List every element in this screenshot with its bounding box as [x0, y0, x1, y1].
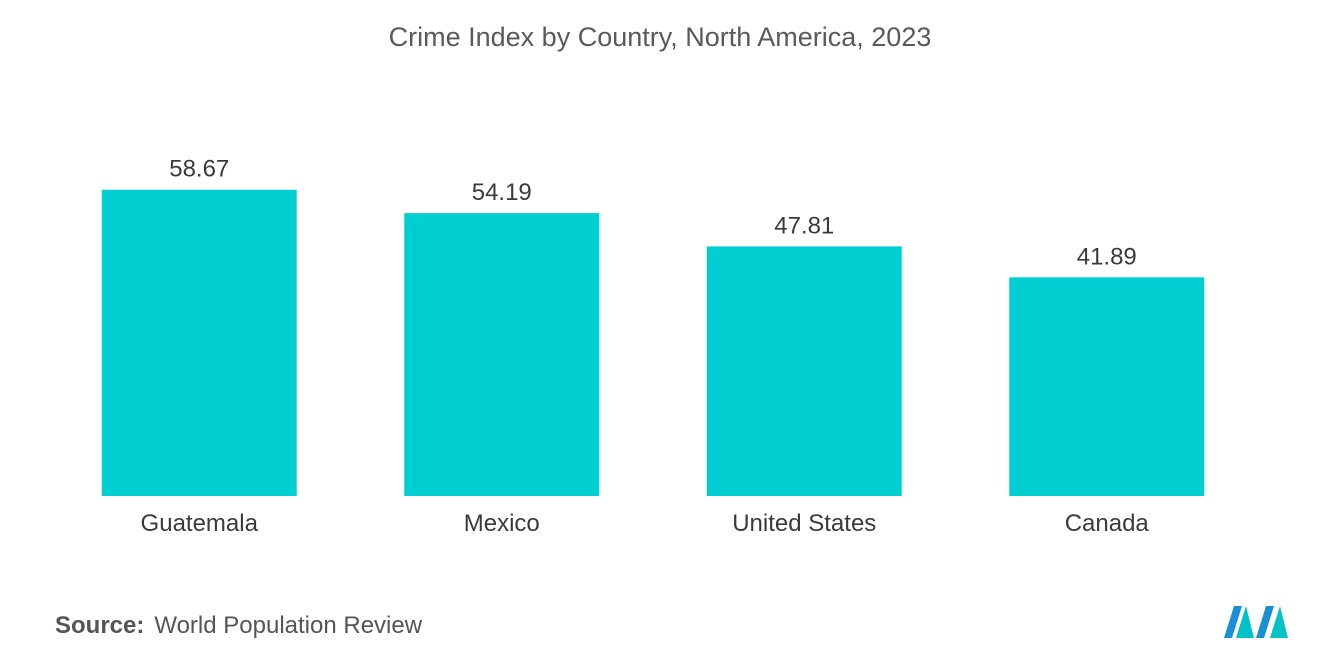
x-tick-label: Guatemala — [141, 510, 259, 537]
bar-value-label: 54.19 — [472, 179, 532, 206]
x-tick-label: United States — [732, 510, 876, 537]
source-note: Source: World Population Review — [55, 612, 422, 640]
bar-canada — [1009, 277, 1205, 496]
bar-united-states — [706, 246, 902, 496]
x-tick-label: Canada — [1065, 510, 1150, 537]
mordor-intelligence-logo-icon — [1224, 606, 1288, 638]
bar-mexico — [404, 213, 600, 496]
bar-chart: 58.67 Guatemala 54.19 Mexico 47.81 United Sta… — [101, 156, 1205, 537]
bar-value-label: 41.89 — [1077, 243, 1137, 270]
bars-layer — [101, 189, 1205, 496]
chart-title: Crime Index by Country, North America, 2… — [388, 22, 932, 52]
labels-layer: 58.67 Guatemala 54.19 Mexico 47.81 United Sta… — [141, 156, 1150, 537]
source-text: World Population Review — [154, 612, 423, 639]
bar-value-label: 58.67 — [169, 156, 229, 183]
bar-guatemala — [101, 189, 297, 496]
x-tick-label: Mexico — [464, 510, 540, 537]
bar-value-label: 47.81 — [774, 212, 834, 239]
source-label: Source: — [55, 612, 145, 639]
